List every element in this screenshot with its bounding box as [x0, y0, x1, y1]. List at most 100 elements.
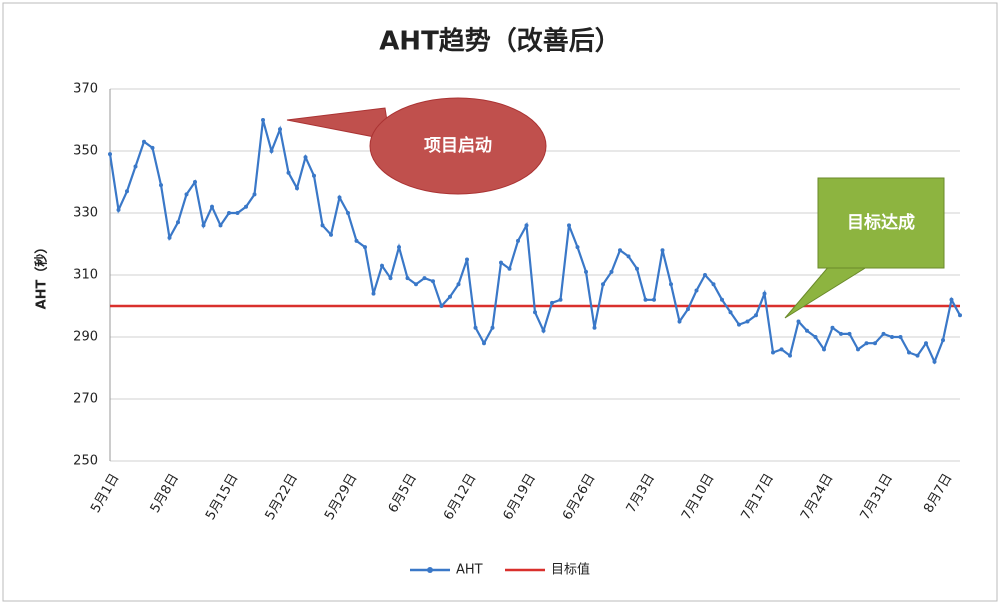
- data-point: [822, 347, 826, 352]
- y-tick-label: 290: [73, 330, 98, 345]
- data-point: [490, 325, 495, 330]
- data-point: [499, 260, 503, 265]
- data-point: [694, 288, 699, 293]
- data-point: [397, 245, 401, 250]
- data-point: [541, 328, 546, 333]
- y-tick-label: 270: [73, 392, 98, 407]
- data-point: [558, 297, 563, 302]
- data-point: [652, 297, 656, 302]
- data-point: [805, 328, 809, 333]
- data-point: [737, 322, 741, 327]
- data-point: [677, 319, 682, 324]
- data-point: [371, 291, 376, 296]
- data-point: [601, 282, 605, 287]
- data-point: [405, 276, 410, 281]
- data-point: [303, 155, 308, 160]
- legend-label: AHT: [456, 563, 483, 578]
- data-point: [473, 325, 478, 330]
- data-point: [201, 223, 206, 228]
- data-point: [320, 223, 325, 228]
- data-point: [235, 211, 240, 215]
- data-point: [482, 341, 486, 346]
- data-point: [312, 173, 316, 178]
- data-point: [635, 266, 639, 271]
- data-point: [159, 183, 163, 188]
- data-point: [728, 310, 733, 315]
- data-point: [686, 307, 690, 312]
- data-point: [439, 304, 444, 308]
- data-point: [244, 204, 248, 209]
- callout-text: 目标达成: [847, 212, 915, 233]
- data-point: [711, 282, 716, 287]
- data-point: [924, 341, 928, 346]
- data-point: [507, 266, 512, 271]
- data-point: [516, 238, 520, 243]
- legend-label: 目标值: [551, 562, 590, 578]
- data-point: [949, 297, 954, 302]
- data-point: [354, 238, 359, 243]
- data-point: [907, 350, 911, 355]
- data-point: [286, 170, 291, 175]
- data-point: [762, 291, 767, 296]
- data-point: [703, 273, 707, 277]
- data-point: [898, 335, 903, 339]
- data-point: [575, 245, 580, 250]
- data-point: [295, 186, 299, 191]
- data-point: [643, 297, 648, 302]
- data-point: [465, 257, 469, 262]
- data-point: [660, 248, 665, 253]
- data-point: [788, 353, 792, 358]
- callout-text: 项目启动: [424, 135, 492, 156]
- data-point: [881, 331, 886, 336]
- data-point: [167, 235, 172, 240]
- data-point: [329, 232, 333, 237]
- data-point: [422, 276, 427, 281]
- y-axis-label: AHT（秒）: [34, 241, 50, 310]
- data-point: [227, 211, 231, 215]
- data-point: [941, 338, 945, 343]
- data-point: [839, 331, 843, 336]
- data-point: [218, 223, 223, 228]
- data-point: [380, 263, 384, 268]
- data-point: [176, 220, 180, 225]
- data-point: [847, 331, 852, 336]
- data-point: [363, 245, 367, 250]
- data-point: [584, 269, 588, 274]
- data-point: [873, 341, 877, 346]
- data-point: [856, 347, 860, 352]
- data-point: [150, 145, 155, 150]
- data-point: [609, 269, 614, 274]
- data-point: [524, 223, 529, 228]
- data-point: [915, 353, 920, 358]
- chart-title: AHT趋势（改善后）: [379, 26, 621, 57]
- data-point: [184, 192, 189, 197]
- data-point: [813, 335, 818, 339]
- y-tick-label: 370: [73, 82, 98, 97]
- callout-bubble: [817, 177, 945, 269]
- data-point: [431, 279, 435, 284]
- data-point: [414, 282, 418, 287]
- data-point: [125, 189, 129, 194]
- data-point: [567, 223, 571, 228]
- data-point: [252, 192, 257, 197]
- data-point: [618, 248, 622, 253]
- data-point: [958, 313, 962, 318]
- data-point: [771, 350, 775, 355]
- data-point: [720, 297, 724, 302]
- data-point: [261, 118, 265, 122]
- y-tick-label: 250: [73, 454, 98, 469]
- data-point: [890, 335, 894, 339]
- data-point: [278, 127, 282, 132]
- data-point: [337, 195, 342, 200]
- data-point: [626, 254, 631, 259]
- data-point: [533, 310, 537, 315]
- data-point: [193, 180, 197, 184]
- data-point: [210, 204, 214, 209]
- data-point: [456, 282, 461, 287]
- y-tick-label: 330: [73, 206, 98, 221]
- data-point: [932, 359, 937, 364]
- data-point: [116, 207, 121, 212]
- data-point: [745, 319, 750, 324]
